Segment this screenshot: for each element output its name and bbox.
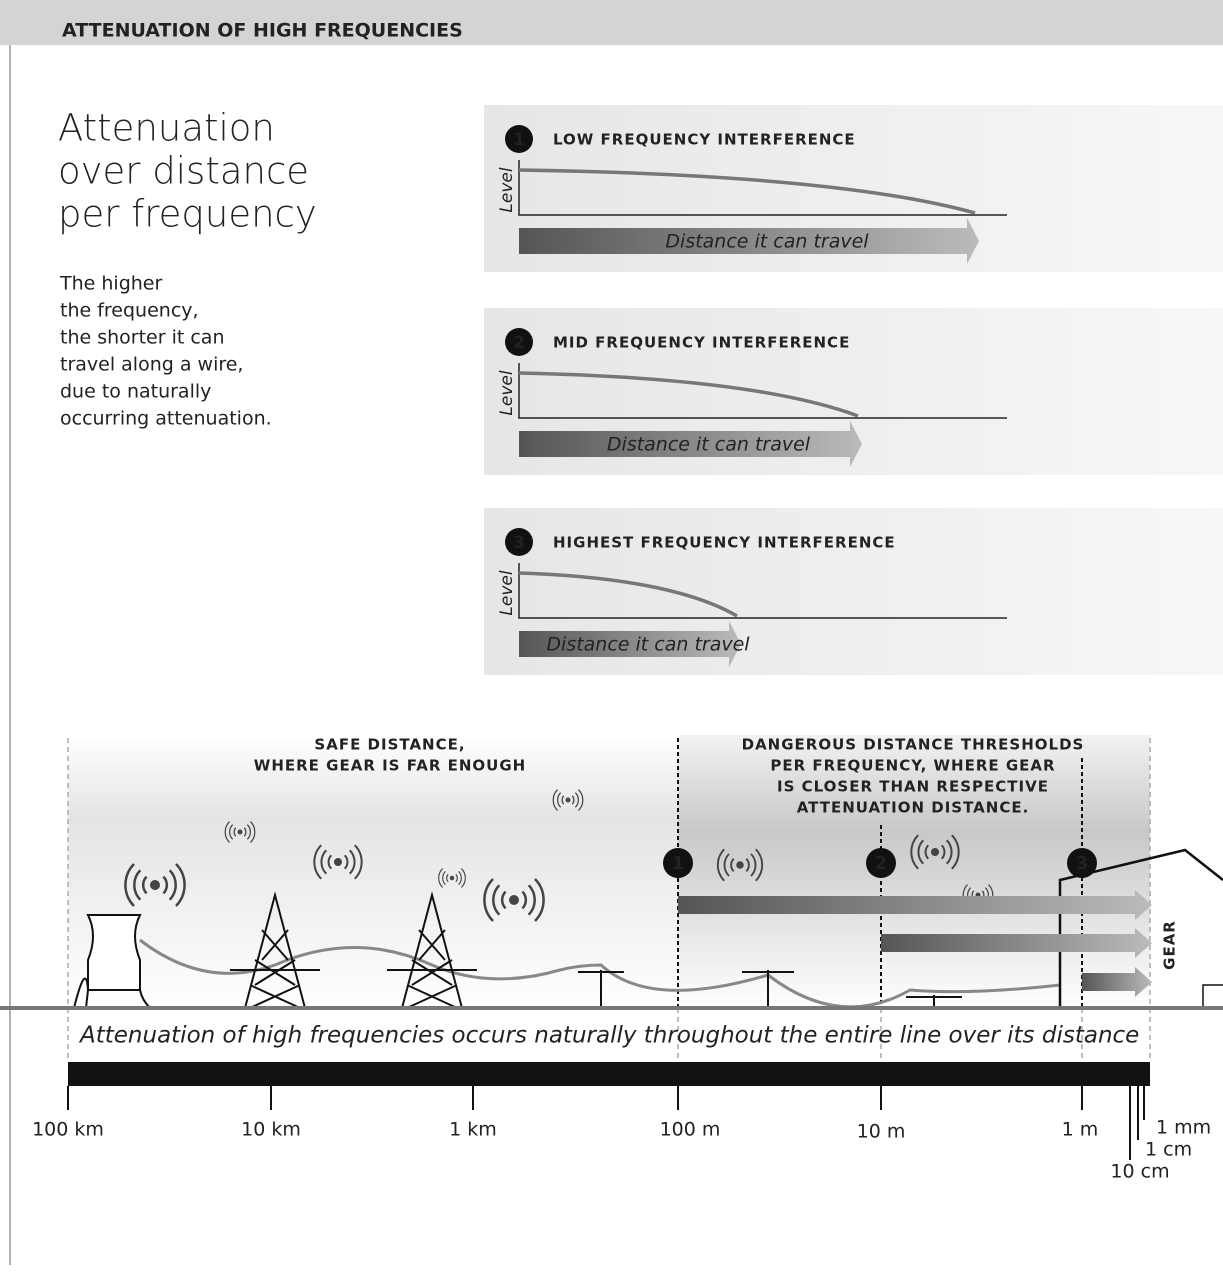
panel-title: HIGHEST FREQUENCY INTERFERENCE [553, 534, 896, 552]
safe-label: WHERE GEAR IS FAR ENOUGH [254, 757, 526, 775]
scale-label: 10 cm [1110, 1161, 1169, 1183]
intro-body: due to naturally [60, 381, 211, 403]
scene: SAFE DISTANCE, WHERE GEAR IS FAR ENOUGH DA… [0, 735, 1223, 1183]
marker-number: 3 [1076, 853, 1089, 874]
page: {"header": {"title": "ATTENUATION OF HIG… [0, 0, 1223, 1275]
header-title: ATTENUATION OF HIGH FREQUENCIES [62, 20, 463, 42]
wireless-dot [334, 858, 342, 866]
intro-heading: Attenuation [58, 107, 275, 150]
intro-body: the frequency, [60, 300, 199, 322]
wireless-dot [509, 895, 519, 905]
panel-arrow-label: Distance it can travel [607, 434, 811, 456]
panel-title: LOW FREQUENCY INTERFERENCE [553, 131, 856, 149]
caption: Attenuation of high frequencies occurs n… [78, 1023, 1139, 1049]
panel-arrow-label: Distance it can travel [665, 231, 869, 253]
wireless-dot [931, 848, 939, 856]
scale-label: 10 m [857, 1121, 906, 1143]
scale-label: 100 km [32, 1119, 104, 1141]
scale-label: 100 m [660, 1119, 721, 1141]
wireless-dot [736, 861, 744, 869]
distance-bar [68, 1062, 1150, 1086]
marker-number: 1 [672, 853, 685, 874]
intro-body: the shorter it can [60, 327, 225, 349]
panel-y-label: Level [497, 370, 517, 415]
panel-number: 2 [513, 333, 525, 353]
wireless-dot [150, 880, 160, 890]
panel-arrow-label: Distance it can travel [546, 634, 750, 656]
danger-label: ATTENUATION DISTANCE. [797, 799, 1030, 817]
intro-body: occurring attenuation. [60, 408, 272, 430]
intro-body: travel along a wire, [60, 354, 243, 376]
wireless-dot [238, 830, 243, 835]
gear-label: GEAR [1161, 920, 1179, 970]
danger-label: PER FREQUENCY, WHERE GEAR [770, 757, 1055, 775]
safe-zone [68, 735, 678, 1010]
scale-label: 1 m [1062, 1119, 1099, 1141]
intro-heading: over distance [58, 150, 309, 193]
danger-label: IS CLOSER THAN RESPECTIVE [777, 778, 1049, 796]
scale-label: 1 cm [1145, 1139, 1192, 1161]
wireless-dot [450, 876, 455, 881]
wireless-dot [566, 798, 571, 803]
scale-label: 1 km [449, 1119, 497, 1141]
intro-body: The higher [59, 273, 162, 295]
intro-heading: per frequency [58, 193, 317, 236]
panel-title: MID FREQUENCY INTERFERENCE [553, 334, 850, 352]
marker-number: 2 [875, 853, 888, 874]
panel-y-label: Level [497, 570, 517, 615]
panel-number: 3 [513, 533, 525, 553]
safe-label: SAFE DISTANCE, [314, 736, 465, 754]
panel-y-label: Level [497, 167, 517, 212]
danger-label: DANGEROUS DISTANCE THRESHOLDS [742, 736, 1085, 754]
scale-label: 1 mm [1156, 1117, 1211, 1139]
infographic: ATTENUATION OF HIGH FREQUENCIES SAFE DIS… [0, 0, 1223, 1275]
scale-label: 10 km [241, 1119, 301, 1141]
house-door [1203, 985, 1223, 1008]
panel-number: 1 [513, 130, 525, 150]
